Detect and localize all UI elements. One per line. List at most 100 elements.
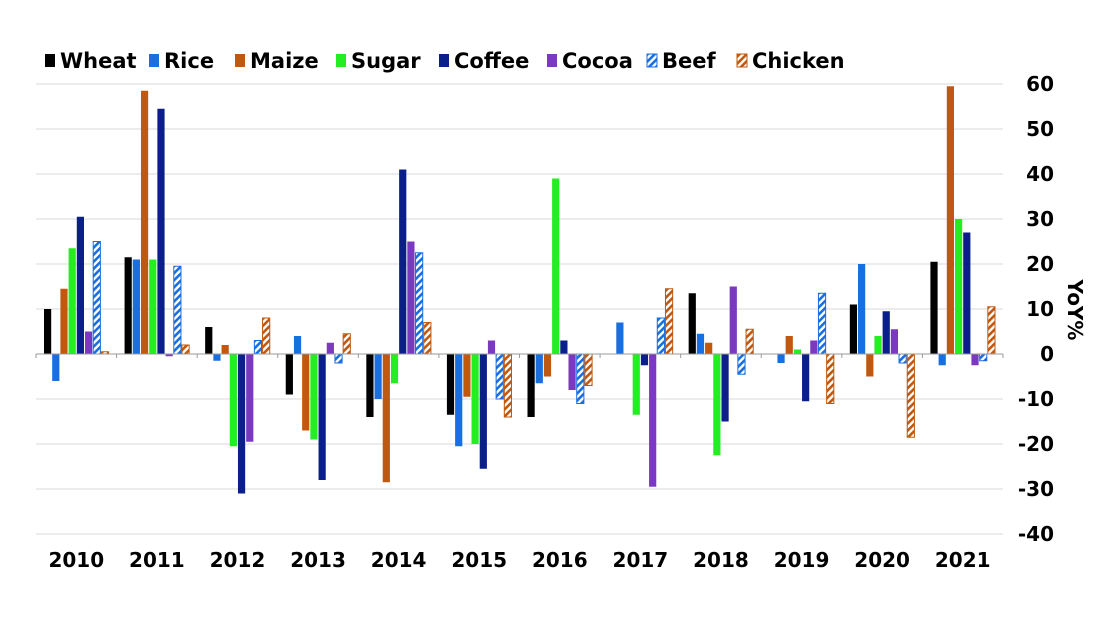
y-tick-label: 20 [1026,252,1054,276]
bar-beef-2012 [253,340,263,355]
legend-label: Maize [250,49,319,73]
bar-maize-2014 [382,354,390,483]
bar-rice-2014 [374,354,382,399]
bar-maize-2019 [785,336,793,354]
bar-coffee-2012 [237,354,246,494]
x-axis-categories: 2010 2011 2012 2013 2014 2015 2016 2017 2018 2019… [48,548,990,572]
legend-swatch [235,54,245,67]
legend-label: Sugar [351,49,421,73]
legend-swatch [547,54,557,67]
bar-chicken-2021 [987,306,996,355]
legend-item-rice: Rice [149,49,214,73]
bar-maize-2013 [302,354,310,431]
legend-item-maize: Maize [235,49,319,73]
bar-sugar-2021 [955,219,963,354]
bar-sugar-2010 [68,248,76,354]
y-tick-label: 0 [1040,342,1054,366]
bar-rice-2021 [938,354,946,366]
bar-maize-2012 [221,345,229,354]
bar-maize-2016 [543,354,552,377]
legend-swatch [439,54,449,67]
bar-rice-2017 [616,322,624,354]
bar-chicken-2012 [262,317,271,355]
y-tick-label: -30 [1018,477,1054,501]
bar-chicken-2016 [584,353,593,386]
x-category-label: 2020 [854,548,910,572]
y-tick-label: 50 [1026,117,1054,141]
x-category-label: 2021 [935,548,991,572]
y-tick-label: -20 [1018,432,1054,456]
bar-maize-2010 [60,288,68,354]
bar-beef-2015 [495,353,504,400]
legend-item-beef: Beef [646,49,716,73]
bar-wheat-2015 [446,354,455,415]
bar-rice-2020 [858,264,866,354]
bar-coffee-2016 [560,340,568,354]
bar-coffee-2013 [318,354,326,480]
bar-coffee-2011 [157,108,165,354]
y-tick-label: 30 [1026,207,1054,231]
zero-line [35,353,1004,358]
legend-label: Cocoa [562,49,633,73]
legend-swatch [45,54,55,67]
bar-coffee-2010 [76,216,84,354]
bar-coffee-2019 [802,354,810,402]
bars [43,86,996,494]
bar-maize-2021 [946,86,955,354]
bar-maize-2020 [866,354,874,377]
bar-cocoa-2021 [971,354,979,366]
bar-rice-2011 [132,259,140,354]
bar-coffee-2020 [882,311,890,354]
bar-cocoa-2011 [165,354,173,357]
legend-label: Chicken [752,49,845,73]
bar-cocoa-2018 [729,286,737,354]
bar-cocoa-2013 [326,342,334,354]
bar-rice-2016 [535,354,543,384]
bar-rice-2013 [293,336,302,354]
y-tick-label: 60 [1026,72,1054,96]
bar-cocoa-2016 [568,354,576,390]
bar-beef-2010 [92,241,101,355]
legend-item-coffee: Coffee [439,49,529,73]
bar-chicken-2013 [342,333,351,355]
legend-swatch [336,54,346,67]
bar-beef-2019 [817,292,827,355]
bar-chicken-2011 [181,344,190,355]
gridlines [36,83,1003,535]
bar-rice-2015 [455,354,463,447]
legend-swatch [646,53,658,68]
legend-item-chicken: Chicken [736,49,845,73]
bar-maize-2015 [463,354,471,397]
x-category-label: 2010 [48,548,104,572]
bar-chicken-2019 [826,353,835,404]
bar-sugar-2016 [552,178,560,354]
bar-wheat-2018 [688,293,696,354]
x-category-label: 2015 [451,548,507,572]
bar-wheat-2020 [849,304,858,354]
bar-beef-2016 [576,353,585,404]
bar-beef-2013 [334,353,343,364]
bar-sugar-2015 [471,354,479,444]
bar-wheat-2014 [366,354,374,417]
bar-coffee-2018 [721,354,729,422]
y-tick-label: 40 [1026,162,1054,186]
bar-sugar-2020 [874,336,882,354]
bar-sugar-2014 [390,354,399,384]
x-category-label: 2017 [613,548,669,572]
legend-label: Wheat [60,49,137,73]
legend-item-wheat: Wheat [45,49,137,73]
x-category-label: 2013 [290,548,346,572]
x-category-label: 2014 [371,548,427,572]
y-tick-label: 10 [1026,297,1054,321]
legend-label: Beef [662,49,716,73]
legend-item-cocoa: Cocoa [547,49,633,73]
y-tick-label: -10 [1018,387,1054,411]
bar-wheat-2013 [285,354,293,395]
bar-rice-2010 [52,354,60,381]
bar-wheat-2021 [930,261,938,354]
bar-beef-2011 [173,265,182,355]
bar-chicken-2017 [664,288,674,355]
bar-cocoa-2020 [890,329,899,354]
bar-cocoa-2019 [810,340,818,354]
